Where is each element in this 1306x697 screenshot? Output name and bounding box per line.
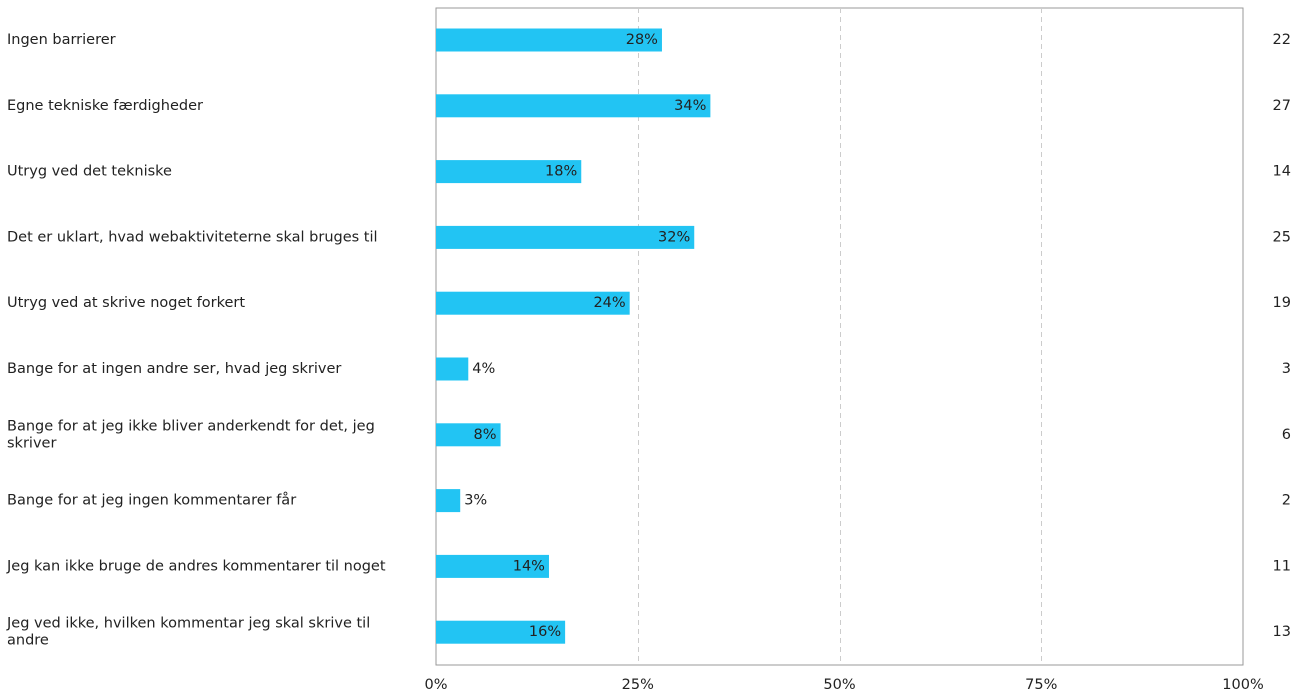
response-count: 13 xyxy=(1273,624,1291,640)
x-tick-label: 100% xyxy=(1222,677,1263,693)
bar xyxy=(436,620,566,644)
category-label: Bange for at jeg ikke bliver anderkendt … xyxy=(7,418,375,434)
category-label: skriver xyxy=(7,435,56,451)
bar-value-label: 3% xyxy=(464,493,487,509)
response-count: 25 xyxy=(1273,229,1291,245)
category-label: Egne tekniske færdigheder xyxy=(7,98,203,114)
category-label: Jeg ved ikke, hvilken kommentar jeg skal… xyxy=(6,616,370,632)
response-count: 14 xyxy=(1273,164,1291,180)
response-count: 6 xyxy=(1282,427,1291,443)
bar-value-label: 24% xyxy=(593,295,625,311)
response-count: 11 xyxy=(1273,558,1291,574)
bar xyxy=(436,423,501,447)
bar-value-label: 8% xyxy=(474,427,497,443)
bar xyxy=(436,225,695,249)
bar xyxy=(436,28,662,52)
x-tick-label: 25% xyxy=(622,677,654,693)
response-count: 22 xyxy=(1273,32,1291,48)
plot-frame xyxy=(435,7,1244,666)
category-label: andre xyxy=(7,633,49,649)
x-tick-label: 50% xyxy=(823,677,855,693)
category-label: Ingen barrierer xyxy=(7,32,116,48)
response-count: 19 xyxy=(1273,295,1291,311)
bar xyxy=(436,554,549,578)
bar-value-label: 32% xyxy=(658,229,690,245)
category-label: Det er uklart, hvad webaktiviteterne ska… xyxy=(7,229,378,245)
bar xyxy=(436,94,711,118)
bar xyxy=(436,489,461,513)
bar xyxy=(436,357,469,381)
category-label: Bange for at jeg ingen kommentarer får xyxy=(7,492,296,509)
bar xyxy=(436,160,582,184)
bar-value-label: 34% xyxy=(674,98,706,114)
response-count: 3 xyxy=(1282,361,1291,377)
bar xyxy=(436,291,630,315)
bar-value-label: 14% xyxy=(513,558,545,574)
response-count: 2 xyxy=(1282,493,1291,509)
category-label: Jeg kan ikke bruge de andres kommentarer… xyxy=(6,558,386,574)
category-label: Bange for at ingen andre ser, hvad jeg s… xyxy=(7,361,341,377)
bar-value-label: 18% xyxy=(545,164,577,180)
x-tick-label: 75% xyxy=(1025,677,1057,693)
bar-value-label: 28% xyxy=(626,32,658,48)
response-count: 27 xyxy=(1273,98,1291,114)
x-tick-label: 0% xyxy=(424,677,447,693)
category-label: Utryg ved det tekniske xyxy=(7,164,172,180)
bar-value-label: 16% xyxy=(529,624,561,640)
bar-value-label: 4% xyxy=(472,361,495,377)
category-label: Utryg ved at skrive noget forkert xyxy=(7,295,245,311)
